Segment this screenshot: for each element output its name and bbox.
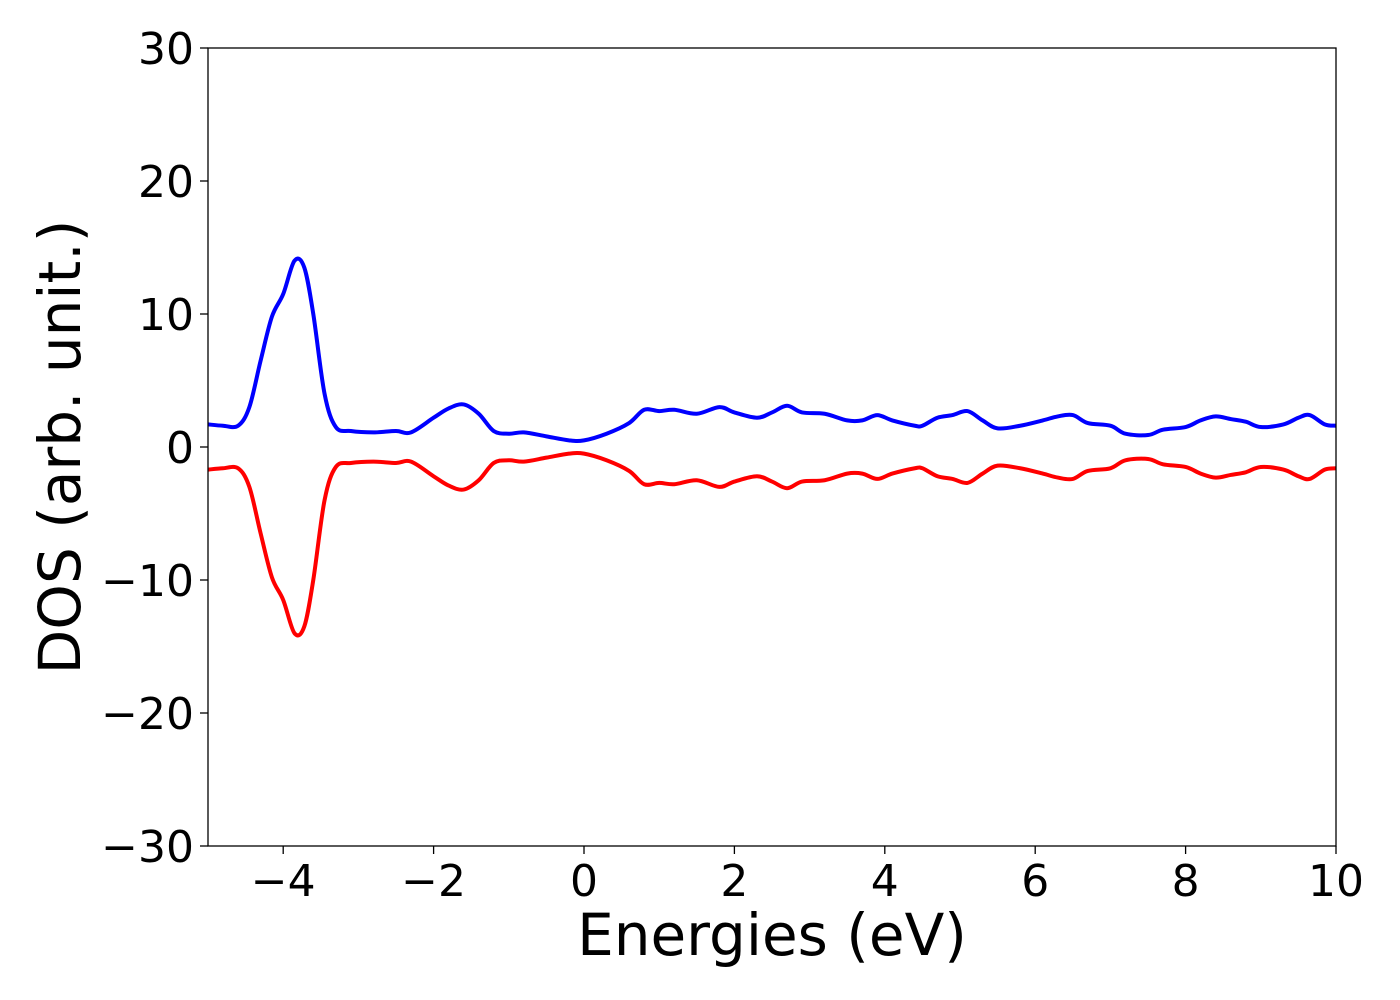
plot-area [208, 256, 1336, 638]
x-tick-label: −4 [251, 856, 316, 907]
spin-up-line [208, 256, 1336, 444]
x-tick-label: 4 [871, 856, 899, 907]
x-tick-label: 8 [1172, 856, 1200, 907]
x-axis-label: Energies (eV) [577, 901, 967, 969]
y-tick-label: −10 [101, 556, 194, 607]
y-tick-label: 0 [166, 423, 194, 474]
x-tick-label: 6 [1021, 856, 1049, 907]
y-tick-label: 30 [138, 24, 194, 75]
y-tick-label: 10 [138, 290, 194, 341]
plot-frame [207, 47, 1337, 847]
series-layer [208, 256, 1336, 638]
y-axis-label: DOS (arb. unit.) [26, 220, 94, 675]
x-tick-label: 10 [1308, 856, 1364, 907]
x-axis: −4 −2 0 2 4 6 8 10 [251, 846, 1364, 907]
x-tick-label: −2 [401, 856, 466, 907]
y-tick-label: 20 [138, 157, 194, 208]
y-tick-label: −20 [101, 689, 194, 740]
y-tick-label: −30 [101, 822, 194, 873]
x-tick-label: 0 [570, 856, 598, 907]
y-axis: 30 20 10 0 −10 −20 −30 [101, 24, 208, 873]
x-tick-label: 2 [720, 856, 748, 907]
spin-down-line [208, 450, 1336, 638]
